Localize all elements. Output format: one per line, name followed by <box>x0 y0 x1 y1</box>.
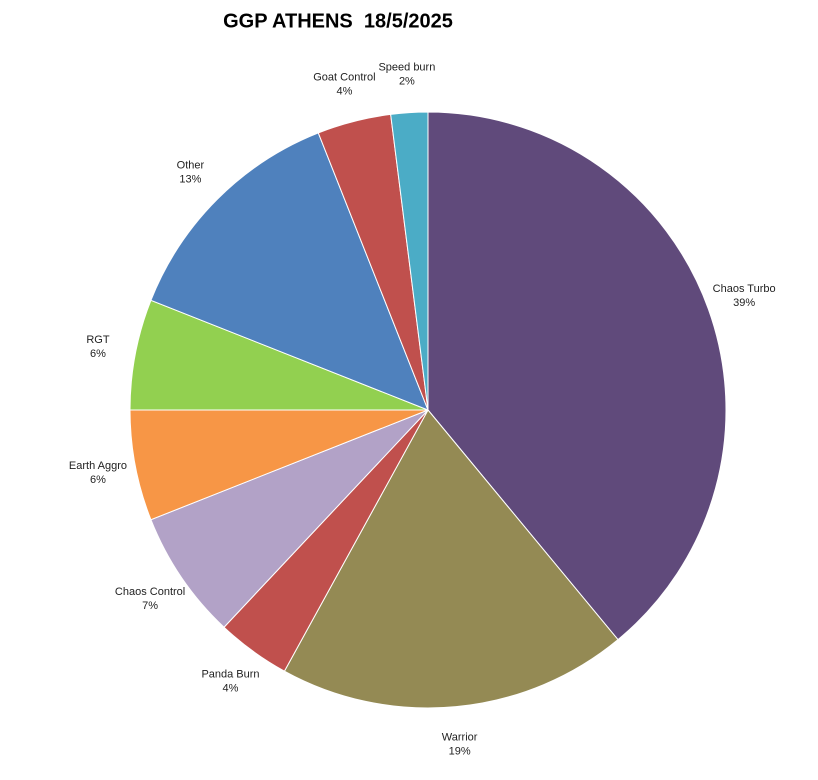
pie-slice <box>283 409 619 709</box>
slice-value-label: 4% <box>336 85 352 97</box>
pie-slice <box>150 409 429 628</box>
pie-slice <box>390 111 429 411</box>
slice-label: RGT <box>86 334 110 346</box>
slice-label: Other <box>177 159 205 171</box>
pie-slice <box>150 132 429 411</box>
slice-label: Warrior <box>442 731 478 743</box>
slice-value-label: 13% <box>179 173 201 185</box>
slice-label: Panda Burn <box>201 669 259 681</box>
slice-value-label: 39% <box>733 297 755 309</box>
slice-value-label: 6% <box>90 348 106 360</box>
slice-label: Earth Aggro <box>69 460 127 472</box>
slice-value-label: 19% <box>449 745 471 757</box>
slice-value-label: 6% <box>90 474 106 486</box>
slice-value-label: 7% <box>142 600 158 612</box>
slice-value-label: 4% <box>223 683 239 695</box>
chart-title: GGP ATHENS 18/5/2025 <box>223 10 453 32</box>
slice-value-label: 2% <box>399 76 415 88</box>
slice-label: Speed burn <box>378 62 435 74</box>
slice-label: Chaos Control <box>115 586 185 598</box>
pie-slice <box>427 111 727 641</box>
slice-label: Chaos Turbo <box>713 283 776 295</box>
slice-label: Goat Control <box>313 71 375 83</box>
